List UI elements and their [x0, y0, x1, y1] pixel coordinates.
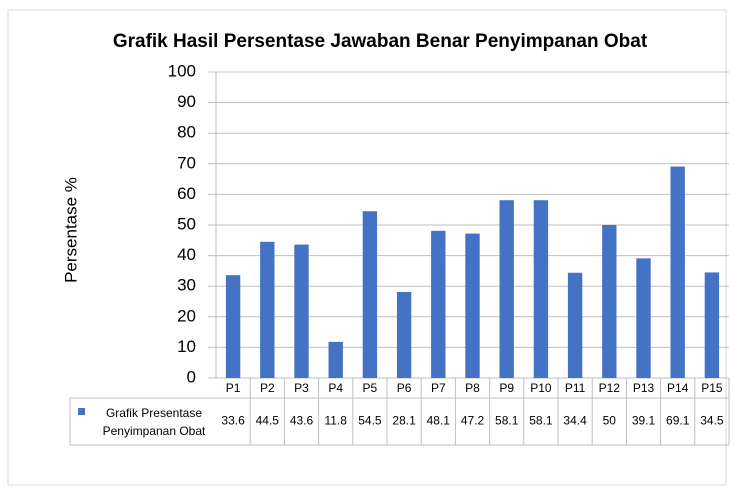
y-tick-label: 0	[187, 367, 196, 386]
y-tick-label: 20	[177, 306, 196, 325]
y-axis-label: Persentase %	[61, 177, 80, 283]
x-tick-label: P2	[260, 381, 275, 395]
x-tick-label: P4	[328, 381, 343, 395]
x-tick-label: P3	[294, 381, 309, 395]
x-tick-label: P14	[667, 381, 689, 395]
table-value: 28.1	[392, 414, 416, 428]
x-tick-label: P13	[633, 381, 655, 395]
x-tick-label: P12	[599, 381, 621, 395]
table-value: 34.4	[563, 414, 587, 428]
y-tick-label: 100	[168, 61, 196, 80]
legend-label: Grafik Presentase Penyimpanan Obat	[102, 406, 206, 438]
table-value: 69.1	[666, 414, 690, 428]
legend-swatch	[78, 408, 85, 415]
y-tick-label: 60	[177, 184, 196, 203]
bar	[260, 241, 275, 378]
table-value: 11.8	[324, 414, 347, 428]
bar	[431, 230, 446, 378]
chart-border	[7, 9, 727, 486]
bar	[567, 272, 583, 378]
x-tick-label: P9	[499, 381, 514, 395]
x-tick-label: P1	[226, 381, 241, 395]
table-value: 50	[603, 414, 617, 428]
y-tick-label: 40	[177, 245, 196, 264]
table-value: 58.1	[529, 414, 553, 428]
x-tick-label: P8	[465, 381, 480, 395]
table-value: 43.6	[290, 414, 314, 428]
table-value: 47.2	[461, 414, 485, 428]
x-tick-label: P15	[701, 381, 723, 395]
table-value: 48.1	[427, 414, 451, 428]
x-tick-label: P10	[530, 381, 552, 395]
x-tick-label: P11	[565, 381, 586, 395]
y-tick-label: 80	[177, 123, 196, 142]
x-tick-label: P5	[363, 381, 378, 395]
bar	[225, 275, 241, 378]
bar	[294, 244, 309, 378]
bar	[533, 200, 549, 378]
table-value: 34.5	[700, 414, 724, 428]
y-tick-label: 90	[177, 92, 196, 111]
x-tick-label: P7	[431, 381, 446, 395]
x-tick-label: P6	[397, 381, 412, 395]
bar	[499, 200, 514, 378]
bar	[328, 341, 343, 378]
table-value: 44.5	[256, 414, 280, 428]
y-tick-label: 70	[177, 153, 196, 172]
y-tick-label: 50	[177, 214, 196, 233]
bar	[704, 272, 720, 378]
table-value: 54.5	[358, 414, 382, 428]
bar	[362, 211, 378, 378]
bar	[602, 225, 617, 378]
y-tick-label: 10	[177, 337, 196, 356]
bar	[465, 233, 480, 378]
table-value: 58.1	[495, 414, 519, 428]
bar	[636, 258, 651, 378]
bar	[670, 166, 685, 378]
bar	[396, 292, 412, 378]
table-value: 39.1	[632, 414, 656, 428]
y-tick-label: 30	[177, 276, 196, 295]
chart-title: Grafik Hasil Persentase Jawaban Benar Pe…	[113, 31, 648, 52]
table-value: 33.6	[221, 414, 245, 428]
